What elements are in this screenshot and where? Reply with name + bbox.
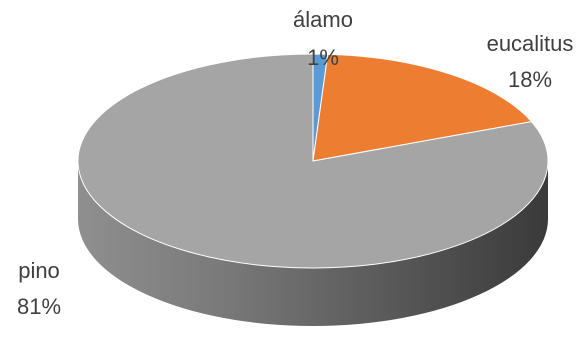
slice-side-pino: [78, 161, 548, 326]
slice-pino: [77, 53, 549, 269]
label-category-alamo: álamo: [293, 7, 353, 32]
label-percent-alamo: 1%: [307, 45, 339, 70]
label-category-pino: pino: [18, 258, 60, 283]
slice-eucalitus: [312, 53, 533, 162]
label-percent-pino: 81%: [17, 294, 61, 319]
label-category-eucalitus: eucalitus: [487, 31, 574, 56]
label-percent-eucalitus: 18%: [508, 67, 552, 92]
